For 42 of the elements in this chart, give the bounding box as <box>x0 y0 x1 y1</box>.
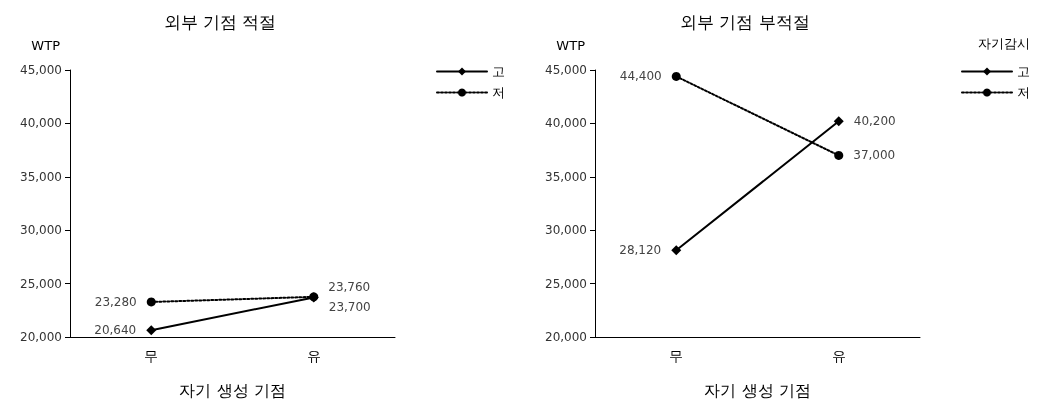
y-tick-label: 25,000 <box>545 276 587 291</box>
y-tick-label: 35,000 <box>20 169 62 184</box>
legend-label: 저 <box>1017 85 1030 100</box>
y-tick-label: 40,000 <box>545 116 587 131</box>
x-tick-label: 유 <box>306 348 321 364</box>
data-label: 23,700 <box>328 300 371 315</box>
data-label: 44,400 <box>619 69 662 84</box>
y-tick-label: 45,000 <box>545 63 587 77</box>
y-tick-label: 45,000 <box>20 63 62 77</box>
y-tick-label: 20,000 <box>20 330 62 344</box>
legend-label: 고 <box>1017 64 1030 79</box>
point <box>834 150 844 160</box>
legend-title: 자기감시 <box>978 36 1030 51</box>
x-axis-title: 자기 생성 기점 <box>704 380 811 400</box>
x-tick-label: 유 <box>831 348 846 364</box>
y-axis-title: WTP <box>556 38 586 53</box>
point <box>671 245 682 256</box>
data-label: 28,120 <box>619 243 662 258</box>
x-axis-title: 자기 생성 기점 <box>179 380 286 400</box>
x-tick-label: 무 <box>144 348 159 364</box>
y-tick-label: 35,000 <box>545 169 587 184</box>
data-label: 20,640 <box>94 323 137 338</box>
y-tick-label: 40,000 <box>20 116 62 131</box>
point <box>833 116 844 127</box>
data-label: 23,760 <box>328 279 371 294</box>
point <box>671 71 681 81</box>
chart-title: 외부 기점 부적절 <box>680 11 810 32</box>
point <box>146 297 156 307</box>
data-label: 23,280 <box>94 294 137 309</box>
y-axis-title: WTP <box>31 38 61 53</box>
y-tick-label: 30,000 <box>20 223 62 238</box>
y-tick-label: 25,000 <box>20 276 62 291</box>
legend-label: 저 <box>492 85 505 100</box>
point <box>146 325 157 336</box>
legend-label: 고 <box>492 64 505 79</box>
data-label: 37,000 <box>853 148 896 163</box>
data-label: 40,200 <box>853 114 896 129</box>
chart-title: 외부 기점 적절 <box>163 11 277 32</box>
y-tick-label: 20,000 <box>545 330 587 344</box>
y-tick-label: 30,000 <box>545 223 587 238</box>
point <box>309 292 319 302</box>
x-tick-label: 무 <box>669 348 684 364</box>
